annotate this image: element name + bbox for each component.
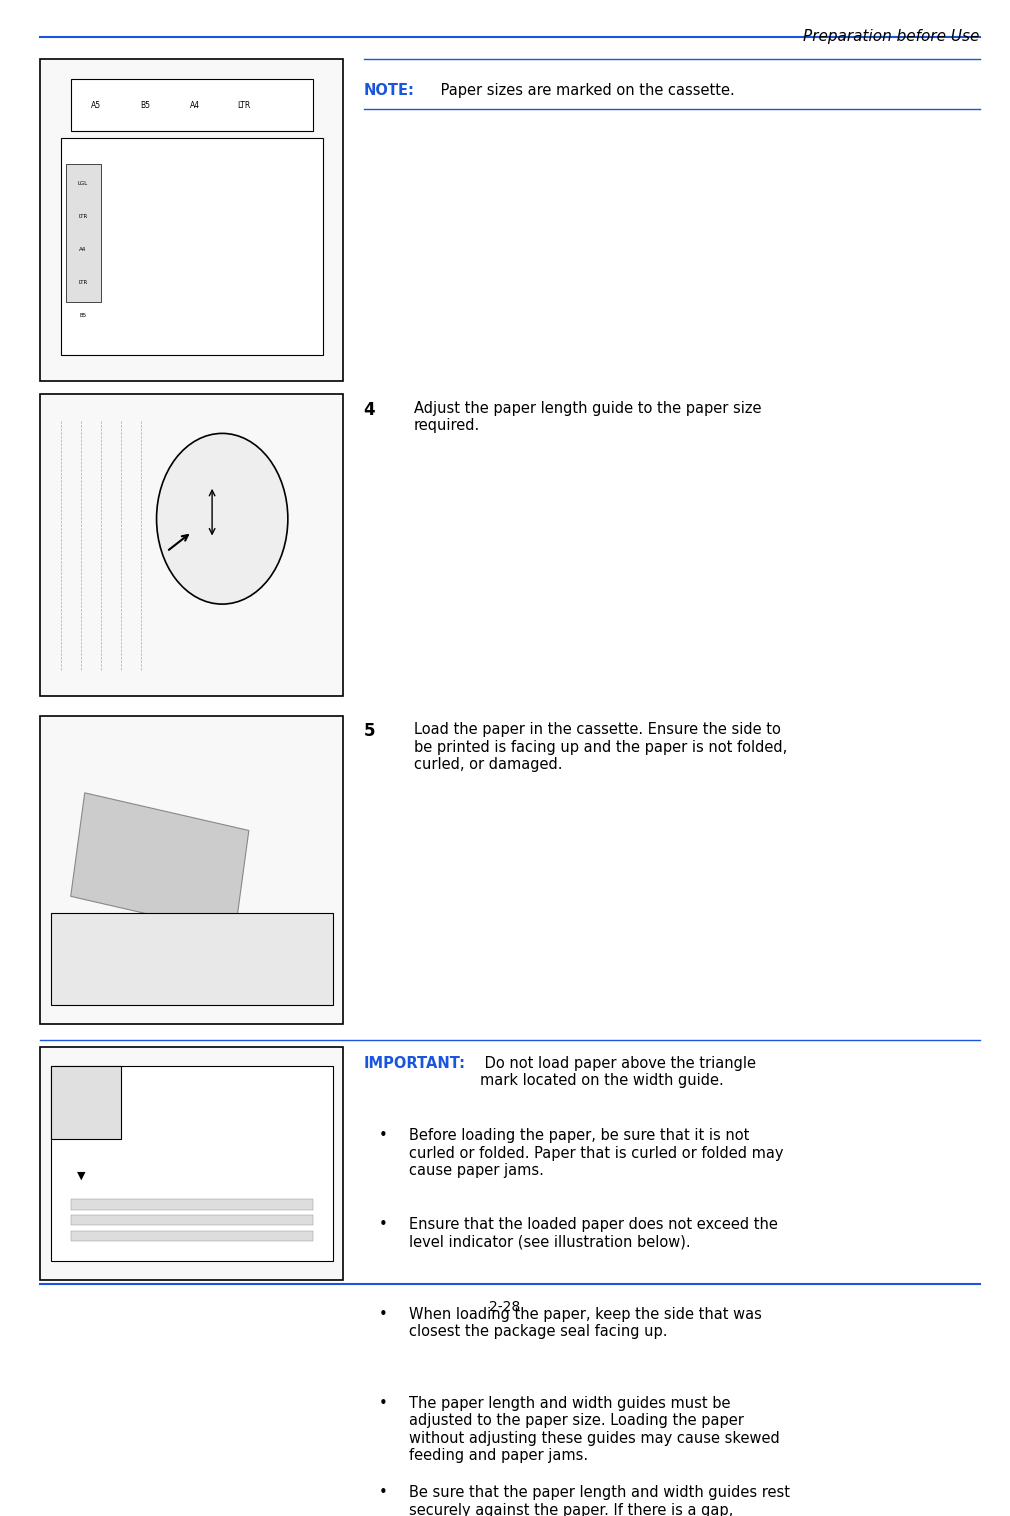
Text: 5: 5 [364,722,375,740]
Text: 2-28: 2-28 [490,1301,520,1314]
Text: •: • [379,1486,388,1501]
Bar [71,79,313,132]
Text: ▼: ▼ [77,1170,85,1181]
Text: A4: A4 [190,100,200,109]
Text: NOTE:: NOTE: [364,83,414,97]
Text: The paper length and width guides must be
adjusted to the paper size. Loading th: The paper length and width guides must b… [409,1396,780,1463]
Text: Preparation before Use: Preparation before Use [803,29,980,44]
Bar [66,164,101,302]
FancyBboxPatch shape [40,716,343,1025]
Bar [71,1199,313,1210]
Text: Be sure that the paper length and width guides rest
securely against the paper. : Be sure that the paper length and width … [409,1486,790,1516]
Bar [50,1066,333,1261]
Text: •: • [379,1396,388,1411]
Bar [71,793,248,934]
Text: A5: A5 [91,100,101,109]
Text: When loading the paper, keep the side that was
closest the package seal facing u: When loading the paper, keep the side th… [409,1307,762,1339]
Text: IMPORTANT:: IMPORTANT: [364,1055,466,1070]
Text: Adjust the paper length guide to the paper size
required.: Adjust the paper length guide to the pap… [414,400,762,434]
Bar [61,138,323,355]
Bar [71,1231,313,1242]
Bar [50,1066,121,1139]
Text: Ensure that the loaded paper does not exceed the
level indicator (see illustrati: Ensure that the loaded paper does not ex… [409,1217,778,1249]
Text: Before loading the paper, be sure that it is not
curled or folded. Paper that is: Before loading the paper, be sure that i… [409,1128,784,1178]
Text: A4: A4 [79,247,87,252]
Circle shape [157,434,288,603]
FancyBboxPatch shape [40,1046,343,1281]
Text: •: • [379,1307,388,1322]
Bar [50,913,333,1005]
Text: 4: 4 [364,400,376,418]
FancyBboxPatch shape [40,394,343,696]
Text: •: • [379,1217,388,1233]
Text: Load the paper in the cassette. Ensure the side to
be printed is facing up and t: Load the paper in the cassette. Ensure t… [414,722,788,772]
Text: LTR: LTR [78,214,88,220]
Text: Do not load paper above the triangle
mark located on the width guide.: Do not load paper above the triangle mar… [480,1055,755,1088]
FancyBboxPatch shape [40,59,343,381]
Text: •: • [379,1128,388,1143]
Text: B5: B5 [79,312,87,318]
Bar [71,1214,313,1225]
Text: LGL: LGL [78,182,88,186]
Text: B5: B5 [140,100,150,109]
Text: LTR: LTR [78,280,88,285]
Text: Paper sizes are marked on the cassette.: Paper sizes are marked on the cassette. [436,83,735,97]
Text: LTR: LTR [237,100,250,109]
